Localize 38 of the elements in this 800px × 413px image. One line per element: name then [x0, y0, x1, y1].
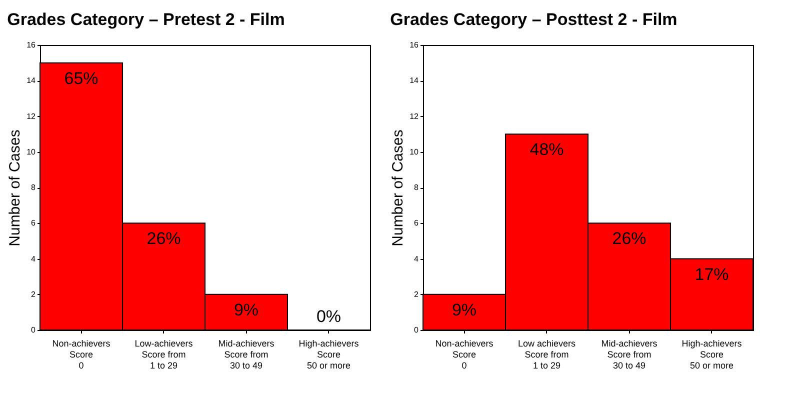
y-tick-label: 4	[414, 254, 420, 264]
y-tick-label: 10	[410, 147, 420, 156]
x-tick-label: Non-achievers Score 0	[52, 338, 111, 370]
chart-title: Grades Category – Pretest 2 - Film	[7, 10, 285, 29]
y-tick-label: 14	[26, 76, 36, 86]
x-tick-label: Mid-achievers Score from 30 to 49	[601, 338, 658, 370]
annotation: 9%	[452, 300, 477, 320]
y-axis-title: Number of Cases	[390, 130, 407, 246]
annotation: 0%	[316, 307, 342, 326]
annotation: 26%	[612, 229, 646, 248]
y-tick-label: 8	[414, 183, 420, 192]
y-tick-label: 6	[414, 218, 420, 228]
annotation: 48%	[530, 140, 564, 160]
y-tick-label: 6	[31, 218, 36, 228]
y-tick-label: 10	[26, 147, 36, 156]
y-tick-label: 2	[31, 290, 36, 299]
y-tick-label: 0	[31, 326, 36, 334]
y-tick-label: 12	[26, 112, 36, 121]
y-tick-label: 12	[410, 112, 420, 121]
y-tick-label: 8	[31, 183, 36, 192]
x-tick-label: High-achievers Score 50 or more	[298, 338, 360, 370]
annotation: 65%	[64, 68, 98, 88]
annotation: 17%	[694, 264, 729, 284]
y-tick-label: 2	[414, 290, 420, 299]
y-tick-label: 14	[410, 76, 420, 86]
x-tick-label: Low achievers Score from 1 to 29	[518, 338, 576, 370]
y-tick-label: 16	[410, 40, 420, 50]
annotation: 26%	[146, 229, 181, 248]
chart-title: Grades Category – Posttest 2 - Film	[390, 10, 678, 29]
y-tick-label: 16	[26, 40, 36, 50]
x-tick-label: Mid-achievers Score from 30 to 49	[218, 338, 275, 370]
x-tick-label: High-achievers Score 50 or more	[682, 338, 742, 370]
x-tick-label: Non-achievers Score 0	[435, 338, 494, 370]
annotation: 9%	[234, 300, 259, 320]
x-tick-label: Low-achievers Score from 1 to 29	[134, 338, 194, 370]
y-tick-label: 0	[414, 326, 420, 334]
y-axis-title: Number of Cases	[6, 130, 24, 246]
y-tick-label: 4	[31, 254, 36, 264]
